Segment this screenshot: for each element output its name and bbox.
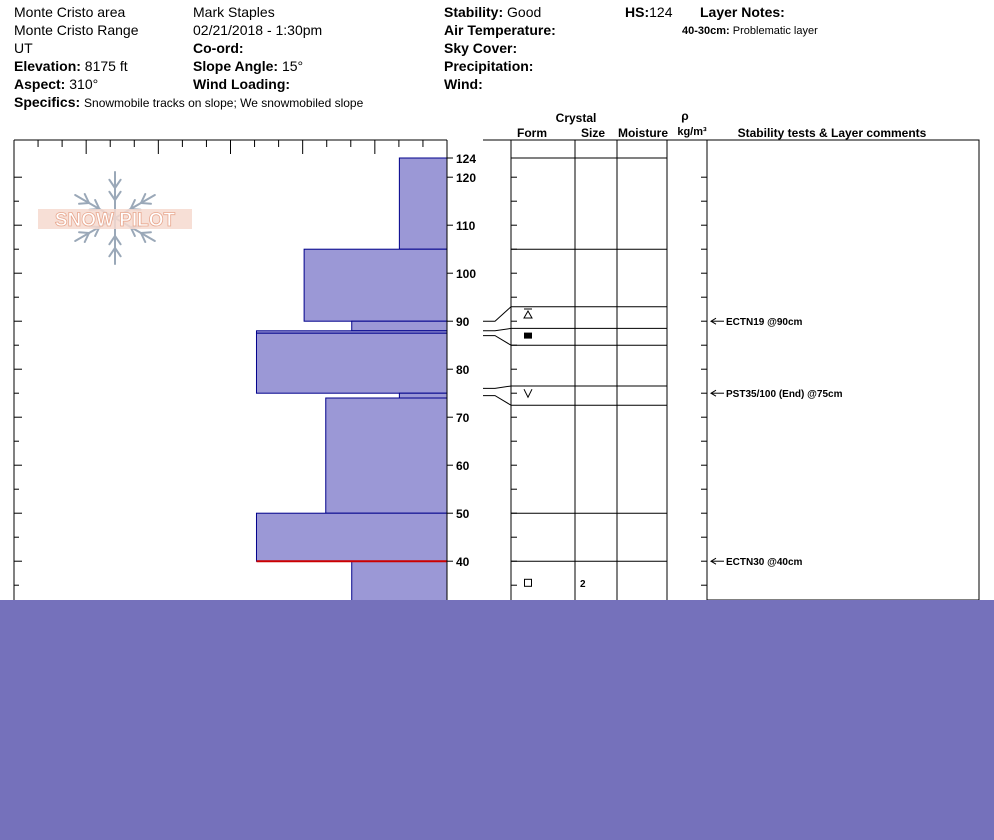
logo-flake-branch — [78, 231, 91, 234]
stability-value: Good — [507, 4, 542, 20]
logo-flake-branch — [114, 235, 122, 246]
logo-band — [38, 209, 192, 229]
slope-label: Slope Angle: — [193, 58, 279, 74]
bottom-band-left — [0, 607, 994, 840]
elevation-row: Elevation: 8175 ft — [14, 57, 128, 75]
air-temp-label: Air Temperature: — [444, 22, 556, 38]
size-header: Size — [581, 126, 605, 140]
logo-flake-branch — [114, 178, 122, 189]
hardness-bar — [398, 392, 448, 399]
hs-value: 124 — [649, 4, 673, 20]
range-text: Monte Cristo Range — [14, 22, 139, 38]
stability-test-label: ECTN19 @90cm — [726, 317, 803, 328]
logo-flake-branch — [78, 202, 91, 205]
logo-flake-branch — [129, 198, 136, 210]
crystal-size-value: 2 — [580, 579, 586, 590]
logo-text: SNOW PILOT — [55, 210, 176, 231]
crystal-form-symbol — [524, 578, 532, 587]
depth-tick-label: 120 — [456, 171, 476, 185]
coord-label: Co-ord: — [193, 40, 244, 56]
depth-tick-label: 70 — [456, 411, 470, 425]
datetime-text: 02/21/2018 - 1:30pm — [193, 22, 323, 38]
specifics-label: Specifics: — [14, 94, 81, 110]
elevation-label: Elevation: — [14, 58, 81, 74]
logo-flake-branch — [139, 192, 147, 204]
rho-header: ρ — [681, 109, 688, 123]
depth-tick-label: 50 — [456, 507, 470, 521]
location-text: Monte Cristo area — [14, 4, 126, 20]
wind-label: Wind: — [444, 76, 483, 92]
elevation-value: 8175 ft — [84, 58, 128, 74]
depth-tick-label: 110 — [456, 219, 476, 233]
hs-row: HS:124 — [625, 3, 672, 21]
sky-cover-label: Sky Cover: — [444, 40, 518, 56]
depth-tick-label: 60 — [456, 459, 470, 473]
logo-flake-branch — [108, 235, 116, 246]
observer-text: Mark Staples — [193, 4, 275, 20]
logo-flake-branch — [139, 231, 152, 234]
depth-tick-label: 40 — [456, 555, 470, 569]
depth-tick-label: 90 — [456, 315, 470, 329]
stability-test-label: ECTN30 @40cm — [726, 557, 803, 568]
layer-note-text: Problematic layer — [732, 25, 818, 37]
crystal-header: Crystal — [556, 111, 597, 125]
logo-flake-branch — [114, 247, 122, 258]
layer-connector — [483, 395, 512, 406]
form-header: Form — [517, 126, 547, 140]
logo-flake-branch — [139, 202, 152, 205]
layer-connector — [483, 327, 512, 332]
wind-loading-label: Wind Loading: — [193, 76, 291, 92]
depth-tick-label: 80 — [456, 363, 470, 377]
stability-test-arrow-head — [710, 317, 717, 325]
comments-frame — [706, 139, 980, 601]
state-text: UT — [14, 40, 33, 56]
layer-notes-label: Layer Notes: — [700, 4, 785, 20]
layer-connector — [483, 335, 512, 346]
logo-flake-branch — [94, 198, 101, 210]
aspect-row: Aspect: 310° — [14, 75, 98, 93]
depth-tick-label: 124 — [456, 152, 476, 166]
stability-label: Stability: — [444, 4, 504, 20]
stability-row: Stability: Good — [444, 3, 541, 21]
logo-flake-branch — [108, 190, 116, 201]
crystal-form-symbol — [524, 332, 532, 339]
precipitation-label: Precipitation: — [444, 58, 534, 74]
logo-flake-branch — [83, 192, 91, 204]
specifics-value: Snowmobile tracks on slope; We snowmobil… — [84, 96, 364, 110]
hardness-bar — [303, 248, 448, 322]
aspect-value: 310° — [69, 76, 99, 92]
hardness-bar — [255, 512, 448, 562]
stability-test-label: PST35/100 (End) @75cm — [726, 389, 843, 400]
slope-row: Slope Angle: 15° — [193, 57, 303, 75]
hardness-bar — [325, 397, 448, 514]
specifics-row: Specifics: Snowmobile tracks on slope; W… — [14, 93, 363, 112]
logo-flake-branch — [108, 247, 116, 258]
density-unit-header: kg/m³ — [677, 126, 707, 138]
logo-flake-branch — [108, 178, 116, 189]
layer-connector — [483, 306, 512, 322]
hs-label: HS: — [625, 4, 650, 20]
hardness-bar — [398, 157, 448, 250]
snowpilot-logo: SNOW PILOT — [38, 171, 192, 265]
crystal-form-symbol — [523, 309, 533, 319]
layer-note: 40-30cm: Problematic layer — [682, 22, 818, 40]
depth-tick-label: 100 — [456, 267, 476, 281]
aspect-label: Aspect: — [14, 76, 66, 92]
hardness-bar — [351, 320, 448, 332]
logo-flake-branch — [139, 232, 147, 244]
logo-flake-branch — [114, 190, 122, 201]
logo-flake-branch — [83, 232, 91, 244]
stability-test-arrow-head — [710, 557, 717, 565]
comments-header: Stability tests & Layer comments — [738, 126, 927, 140]
slope-value: 15° — [281, 58, 304, 74]
hardness-bar — [255, 332, 448, 394]
layer-note-depth: 40-30cm: — [682, 25, 730, 37]
stability-test-arrow-head — [710, 389, 717, 397]
crystal-form-symbol — [523, 388, 533, 399]
moisture-header: Moisture — [618, 126, 668, 140]
layer-connector — [483, 385, 512, 389]
